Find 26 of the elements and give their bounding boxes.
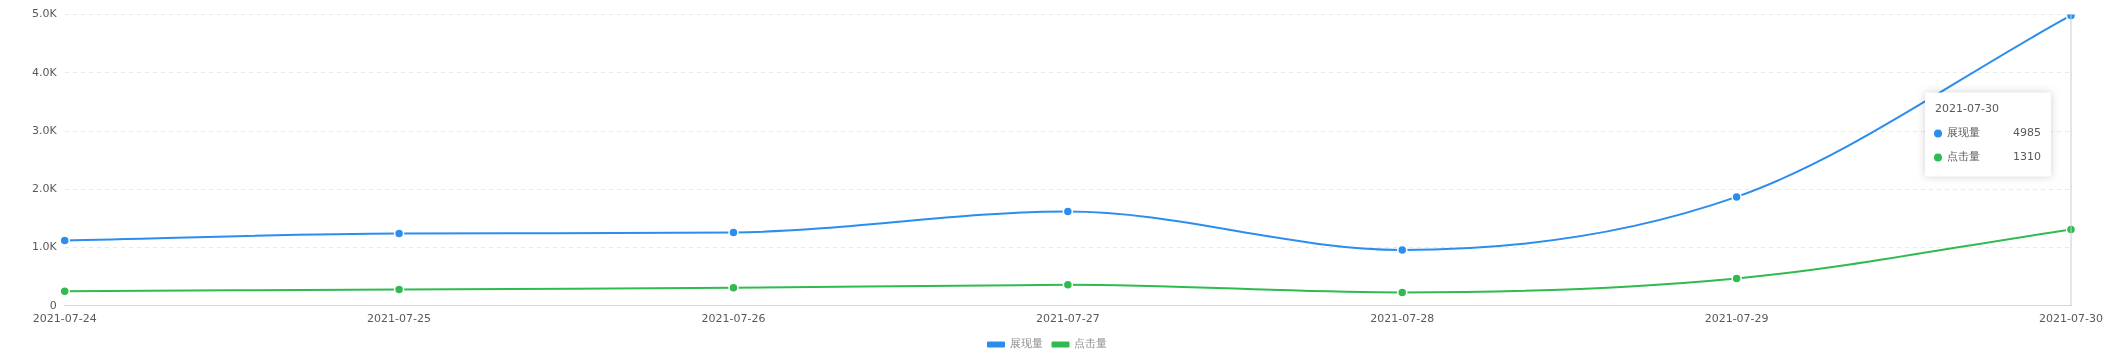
x-tick-label: 2021-07-30 [2039, 312, 2103, 326]
x-tick-label: 2021-07-29 [1704, 312, 1769, 326]
y-tick-label: 5.0K [31, 7, 58, 21]
text: 展现量 [1009, 337, 1043, 351]
x-tick-label: 2021-07-25 [367, 312, 432, 326]
y-tick-label: 1.0K [31, 240, 58, 254]
point [393, 284, 405, 295]
point [393, 228, 405, 239]
point [1731, 273, 1742, 284]
text: 点击量 [1947, 150, 1980, 164]
point [728, 227, 739, 238]
legend-label: 展现量 [1947, 126, 1980, 140]
x-tick-label: 2021-07-28 [1370, 312, 1435, 326]
legend-label: 点击量 [1074, 337, 1107, 351]
y-tick-label: 4.0K [31, 65, 58, 79]
point [1062, 206, 1074, 217]
x-tick-label: 2021-07-24 [32, 312, 97, 326]
y-tick-label: 2.0K [31, 182, 58, 196]
x-tick-label: 2021-07-27 [1035, 312, 1100, 326]
point [1396, 287, 1408, 298]
annotation: 4985 [2013, 126, 2041, 140]
annotation: 1310 [2013, 150, 2041, 164]
x-tick-label: 2021-07-26 [701, 312, 766, 326]
annotation: 2021-07-30 [1935, 102, 1999, 116]
y-tick-label: 3.0K [31, 123, 58, 137]
y-tick-label: 0 [49, 298, 57, 312]
